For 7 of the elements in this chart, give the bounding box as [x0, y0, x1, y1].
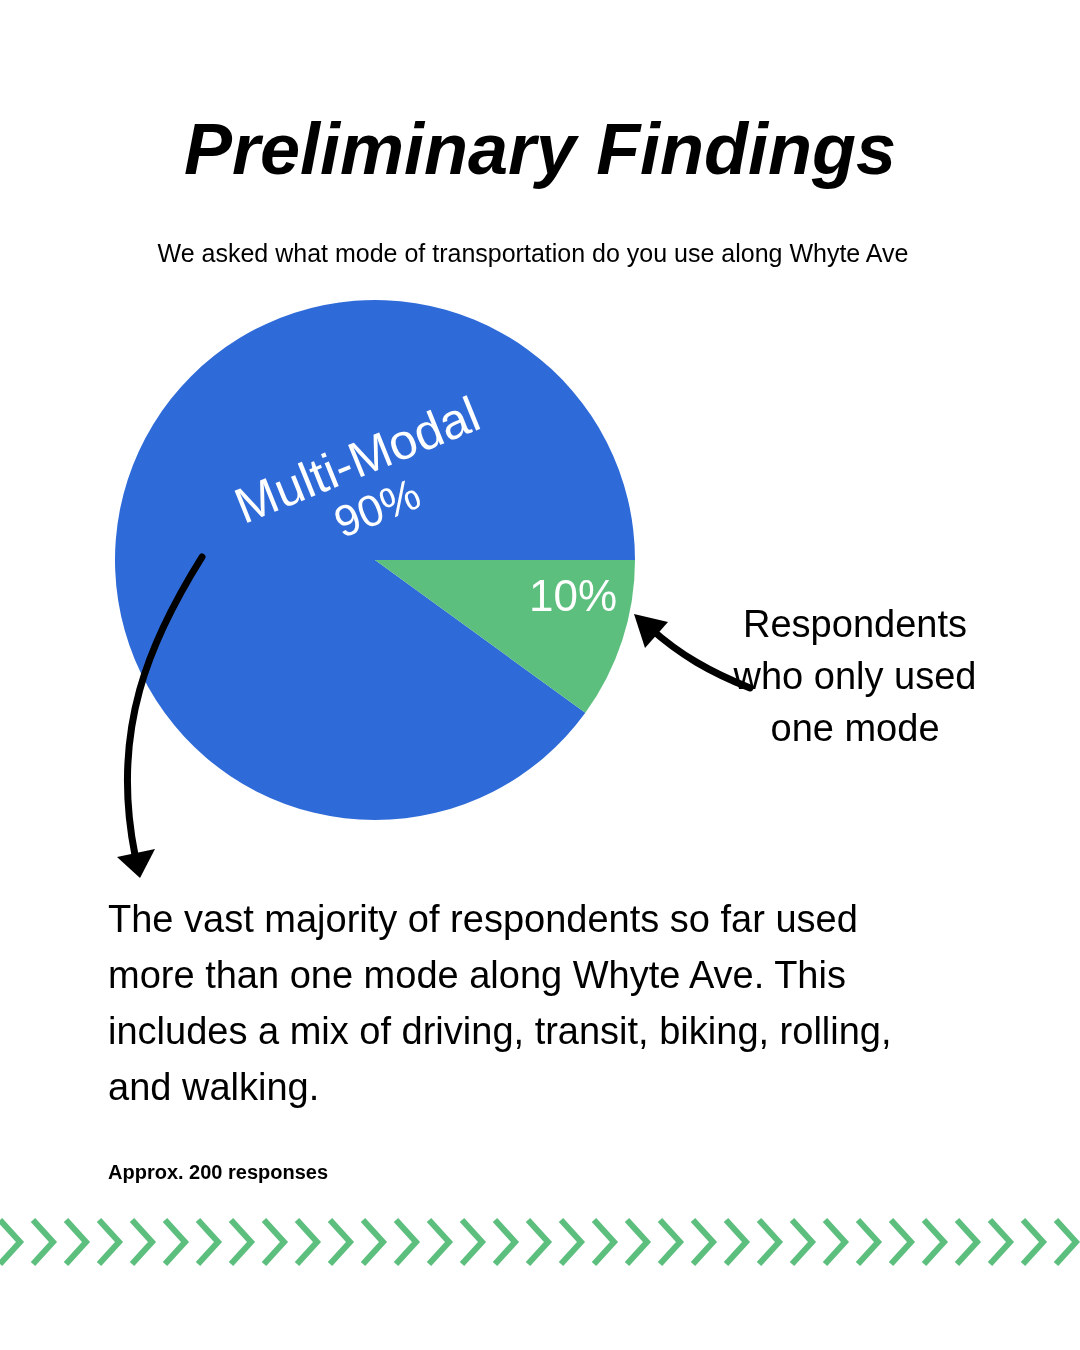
chart-title: Preliminary Findings [183, 109, 897, 189]
pie-slice [115, 300, 635, 820]
chart-subtitle: We asked what mode of transportation do you use along Whyte Ave [157, 239, 909, 267]
pie-slice [375, 560, 635, 713]
data-label: 10% [528, 571, 618, 620]
text: The vast majority of respondents so far used more than one mode along Whyte Ave. This includes a mix of driving, transit, biking, rolling, and walking. [108, 898, 892, 1108]
text: Approx. 200 responses [108, 1161, 329, 1183]
